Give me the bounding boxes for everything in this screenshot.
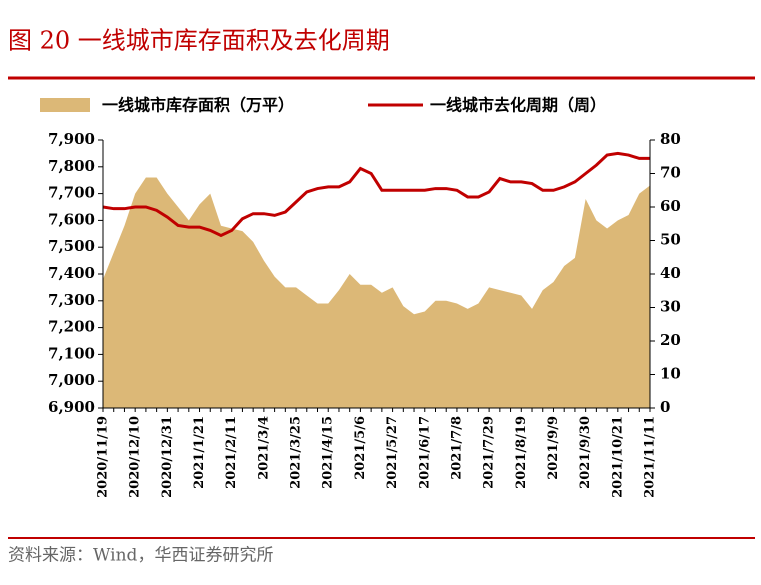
legend-label: 一线城市库存面积（万平） [102,96,294,115]
y-tick-label: 7,300 [48,291,95,309]
x-tick-label: 2021/7/8 [449,416,464,480]
y-tick-label: 7,000 [48,371,95,389]
x-tick-label: 2021/1/21 [192,416,207,489]
y-tick-label: 7,200 [48,318,95,336]
x-tick-label: 2020/12/10 [128,416,143,498]
legend-label: 一线城市去化周期（周） [430,96,606,115]
legend-swatch [40,98,90,112]
y-tick-label: 7,800 [48,157,95,175]
y2-tick-label: 30 [660,298,681,316]
y-tick-label: 6,900 [48,398,95,416]
x-tick-label: 2021/6/17 [417,416,432,489]
y-tick-label: 7,900 [48,130,95,148]
x-tick-label: 2021/2/11 [224,416,239,489]
x-tick-label: 2021/5/27 [385,416,400,489]
x-tick-label: 2020/12/31 [160,416,175,498]
x-tick-label: 2021/3/25 [289,416,304,489]
x-tick-label: 2021/8/19 [514,416,529,489]
y2-tick-label: 10 [660,365,681,383]
y-tick-label: 7,700 [48,184,95,202]
x-tick-label: 2021/10/21 [610,416,625,498]
y-tick-label: 7,600 [48,210,95,228]
y2-tick-label: 20 [660,331,681,349]
x-tick-label: 2021/9/30 [578,416,593,489]
area [103,177,650,408]
x-tick-label: 2021/3/4 [256,416,271,480]
y2-tick-label: 80 [660,130,681,148]
y-tick-label: 7,100 [48,344,95,362]
x-tick-label: 2021/11/11 [643,416,658,498]
y2-tick-label: 70 [660,164,681,182]
x-tick-label: 2021/4/15 [321,416,336,489]
y-tick-label: 7,400 [48,264,95,282]
y2-tick-label: 50 [660,231,681,249]
source: 资料来源：Wind，华西证券研究所 [8,546,273,566]
y-tick-label: 7,500 [48,237,95,255]
x-tick-label: 2020/11/19 [96,416,111,498]
x-tick-label: 2021/5/6 [353,416,368,480]
y2-tick-label: 40 [660,264,681,282]
y2-tick-label: 60 [660,197,681,215]
y2-tick-label: 0 [660,398,670,416]
chart-title: 图 20 一线城市库存面积及去化周期 [8,27,390,55]
line [102,151,650,238]
x-tick-label: 2021/7/29 [482,416,497,489]
x-tick-label: 2021/9/9 [546,416,561,480]
